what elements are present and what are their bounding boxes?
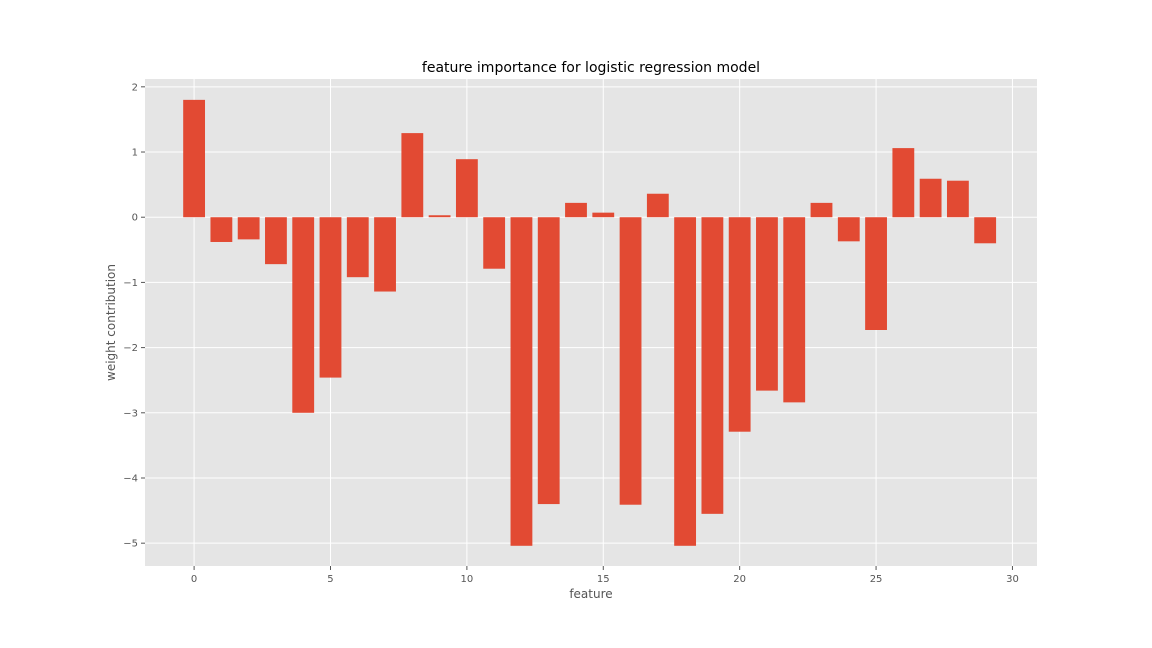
bar xyxy=(919,178,942,218)
bar xyxy=(374,217,396,292)
chart-title: feature importance for logistic regressi… xyxy=(422,60,760,76)
bar xyxy=(292,217,315,413)
bar xyxy=(892,148,915,218)
bar xyxy=(974,217,997,244)
bar xyxy=(237,217,260,240)
bar xyxy=(319,217,342,378)
y-tick-label: −5 xyxy=(123,539,138,550)
bar xyxy=(401,133,424,218)
y-tick-label: −4 xyxy=(123,473,138,484)
bar xyxy=(565,202,587,218)
y-axis-ticks: 2 1 0 −1 −2 −3 −4 −5 xyxy=(123,82,145,550)
bar xyxy=(701,217,724,514)
bar xyxy=(674,217,697,546)
bar xyxy=(346,217,369,278)
x-tick-label: 15 xyxy=(597,574,610,585)
bar xyxy=(728,217,751,432)
x-tick-label: 0 xyxy=(191,574,197,585)
bar xyxy=(865,217,887,330)
y-tick-label: 2 xyxy=(132,82,138,93)
bar xyxy=(592,212,615,218)
x-axis-label: feature xyxy=(569,587,612,601)
x-tick-label: 25 xyxy=(870,574,883,585)
bar xyxy=(455,159,478,218)
x-tick-label: 5 xyxy=(327,574,333,585)
y-tick-label: 1 xyxy=(132,148,138,159)
bar xyxy=(510,217,533,546)
y-axis-label: weight contribution xyxy=(104,264,118,381)
bar xyxy=(783,217,806,403)
bar xyxy=(946,180,969,218)
y-tick-label: −2 xyxy=(123,343,138,354)
y-tick-label: −3 xyxy=(123,408,138,419)
bars xyxy=(183,99,997,546)
x-tick-label: 10 xyxy=(461,574,474,585)
bar xyxy=(756,217,778,391)
x-tick-label: 20 xyxy=(733,574,746,585)
y-tick-label: −1 xyxy=(123,278,138,289)
bar xyxy=(428,215,451,218)
bar xyxy=(537,217,560,505)
x-tick-label: 30 xyxy=(1006,574,1019,585)
y-tick-label: 0 xyxy=(132,213,138,224)
bar xyxy=(810,202,833,218)
bar xyxy=(619,217,642,505)
bar xyxy=(265,217,287,265)
bar xyxy=(837,217,860,242)
bar xyxy=(210,217,233,242)
bar xyxy=(483,217,506,269)
bar xyxy=(183,99,206,218)
x-axis-ticks: 0 5 10 15 20 25 30 xyxy=(191,566,1019,585)
bar xyxy=(646,193,669,218)
